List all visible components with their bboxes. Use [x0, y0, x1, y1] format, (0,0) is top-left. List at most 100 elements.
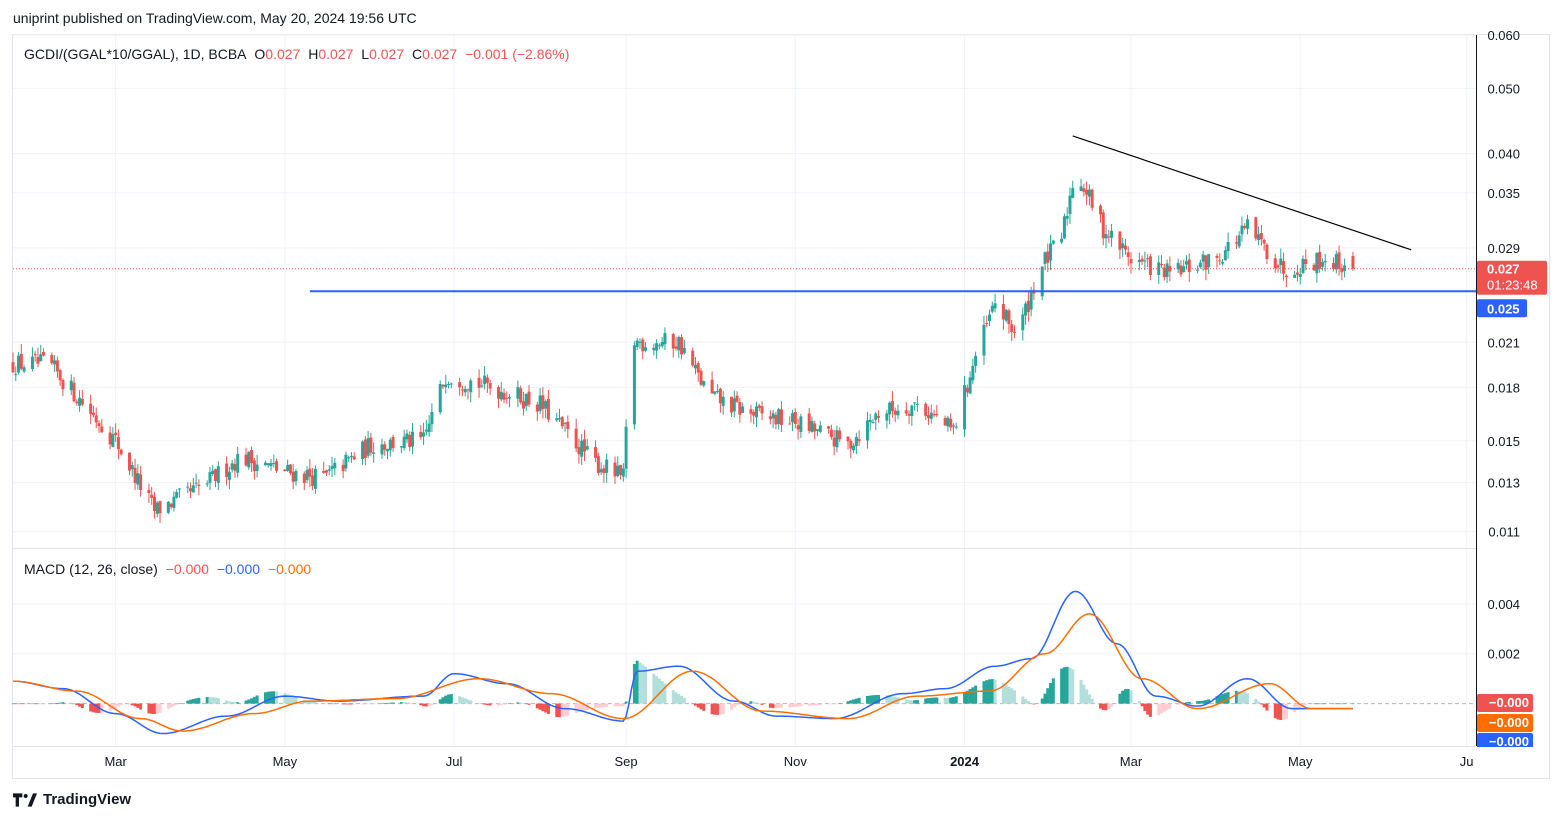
candle-body	[405, 433, 409, 440]
candle-body	[197, 484, 201, 486]
macd-histogram-bar	[663, 683, 667, 704]
candle-body	[849, 440, 853, 449]
macd-histogram-bar	[574, 703, 578, 713]
candle-body	[119, 449, 123, 455]
candle-body	[1284, 275, 1288, 278]
candle-body	[946, 417, 950, 427]
macd-histogram-bar	[480, 703, 484, 705]
macd-histogram-bar	[680, 695, 684, 704]
candle-body	[1265, 244, 1269, 260]
candle-body	[186, 486, 190, 488]
candle-body	[807, 413, 811, 431]
macd-histogram-bar	[361, 703, 365, 705]
candle-body	[660, 342, 664, 347]
candle-body	[1176, 262, 1180, 270]
macd-histogram-bar	[754, 702, 758, 704]
macd-histogram-bar	[1318, 703, 1322, 705]
candle-body	[680, 337, 684, 355]
macd-histogram-bar	[877, 694, 881, 704]
candle-body	[11, 362, 15, 373]
macd-histogram-bar	[130, 703, 134, 706]
macd-histogram-bar	[313, 701, 317, 704]
macd-histogram-bar	[1201, 700, 1205, 704]
candle-body	[1259, 232, 1263, 240]
macd-histogram-bar	[214, 697, 218, 704]
y-tick-label: 0.021	[1487, 335, 1520, 350]
footer-brand[interactable]: TradingView	[13, 791, 131, 808]
macd-histogram-bar	[166, 703, 170, 709]
candle-body	[128, 452, 132, 471]
macd-histogram-bar	[1049, 683, 1053, 704]
macd-histogram-bar	[269, 691, 273, 704]
macd-histogram-bar	[333, 703, 337, 705]
candle-body	[788, 423, 792, 425]
x-tick-label: Mar	[104, 754, 127, 769]
candle-body	[327, 469, 331, 471]
macd-histogram-bar	[935, 697, 939, 704]
macd-histogram-bar	[247, 699, 251, 704]
macd-histogram-bar	[1198, 700, 1202, 704]
macd-histogram-bar	[752, 701, 756, 704]
candle-body	[288, 464, 292, 474]
macd-histogram-bar	[55, 702, 59, 704]
candle-body	[544, 401, 548, 409]
candle-body	[652, 347, 656, 351]
macd-histogram-bar	[211, 697, 215, 704]
candle-body	[458, 382, 462, 388]
macd-histogram-bar	[693, 703, 697, 706]
macd-histogram-bar	[932, 697, 936, 704]
y-tick-label: 0.040	[1487, 147, 1520, 162]
macd-histogram-bar	[19, 703, 23, 705]
candle-body	[1162, 267, 1166, 278]
candle-body	[499, 391, 503, 400]
macd-histogram-bar	[710, 703, 714, 715]
macd-histogram-bar	[546, 703, 550, 714]
candle-body	[1046, 251, 1050, 263]
candle-body	[1060, 238, 1064, 243]
macd-histogram-bar	[982, 681, 986, 704]
candle-body	[42, 352, 46, 356]
candle-body	[1298, 273, 1302, 277]
macd-histogram-bar	[111, 703, 115, 710]
macd-histogram-bar	[386, 702, 390, 704]
candle-body	[1257, 234, 1261, 240]
macd-histogram-bar	[810, 703, 814, 706]
candle-body	[516, 387, 520, 399]
candle-body	[1198, 262, 1202, 268]
macd-histogram-bar	[50, 703, 54, 705]
macd-histogram-bar	[638, 662, 642, 704]
candle-body	[555, 418, 559, 421]
macd-histogram-bar	[566, 703, 570, 716]
candle-body	[205, 483, 209, 485]
candle-body	[175, 492, 179, 498]
macd-histogram-bar	[133, 703, 137, 707]
candle-body	[214, 469, 218, 481]
candle-body	[408, 434, 412, 447]
macd-histogram-bar	[1068, 667, 1072, 704]
macd-histogram-bar	[322, 702, 326, 704]
candle-body	[674, 346, 678, 349]
macd-histogram-bar	[993, 679, 997, 704]
macd-hist-badge-text: −0.000	[1489, 695, 1529, 710]
candle-body	[255, 464, 259, 472]
macd-histogram-bar	[605, 703, 609, 707]
macd-line-badge	[1477, 733, 1533, 751]
candle-body	[574, 428, 578, 449]
macd-histogram-bar	[139, 703, 143, 710]
macd-histogram-bar	[499, 703, 503, 706]
candle-body	[227, 471, 231, 480]
macd-histogram-bar	[915, 699, 919, 704]
macd-histogram-bar	[816, 703, 820, 706]
macd-histogram-bar	[402, 702, 406, 704]
candle-body	[699, 370, 703, 385]
candle-body	[19, 353, 23, 369]
candle-body	[730, 396, 734, 413]
candle-body	[760, 406, 764, 414]
macd-histogram-bar	[1071, 669, 1075, 704]
macd-histogram-bar	[463, 698, 467, 704]
macd-histogram-bar	[155, 703, 159, 714]
trend-line	[1072, 135, 1412, 251]
candle-body	[835, 430, 839, 448]
candle-body	[799, 416, 803, 432]
